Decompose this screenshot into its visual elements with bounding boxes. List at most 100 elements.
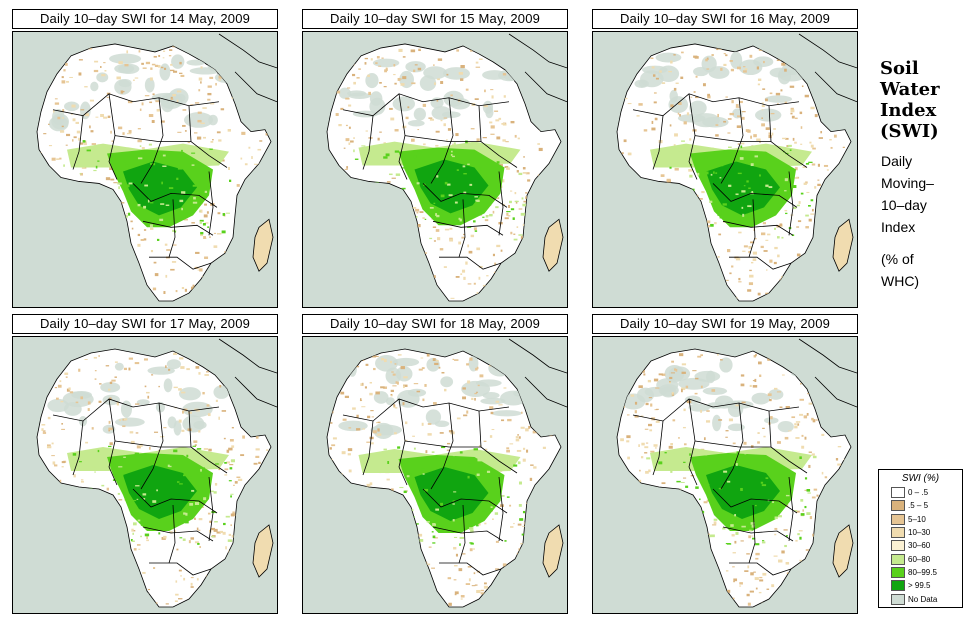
dry-soil-speck — [761, 123, 765, 127]
wet-soil-speck — [374, 525, 378, 527]
dry-soil-speck — [56, 600, 60, 604]
dry-soil-speck — [814, 64, 818, 66]
dry-soil-speck — [180, 575, 182, 577]
dry-soil-speck — [78, 72, 82, 76]
dry-soil-speck — [817, 163, 820, 167]
dry-soil-speck — [838, 409, 841, 411]
dry-soil-speck — [827, 421, 831, 424]
dry-soil-speck — [817, 183, 821, 187]
dry-soil-speck — [78, 547, 83, 550]
dry-soil-speck — [59, 157, 62, 160]
dry-soil-speck — [784, 101, 788, 104]
dry-soil-speck — [546, 182, 550, 184]
dry-soil-speck — [793, 604, 796, 607]
wet-soil-speck — [183, 512, 186, 515]
dry-soil-speck — [765, 292, 770, 295]
dry-soil-speck — [509, 596, 512, 600]
dry-soil-speck — [377, 137, 380, 141]
legend-swatch — [891, 500, 905, 512]
wet-soil-speck — [436, 214, 440, 218]
dry-soil-speck — [238, 54, 243, 57]
wet-soil-speck — [176, 481, 180, 483]
dry-soil-speck — [151, 120, 155, 123]
dry-soil-speck — [376, 56, 380, 59]
wet-soil-speck — [121, 459, 125, 461]
dry-soil-speck — [418, 246, 421, 249]
dry-soil-speck — [200, 81, 202, 84]
dry-soil-speck — [134, 362, 140, 365]
dry-soil-speck — [538, 270, 542, 273]
dry-soil-speck — [660, 240, 665, 244]
wet-soil-speck — [653, 189, 658, 191]
wet-soil-speck — [191, 489, 195, 492]
panel-title-4: Daily 10–day SWI for 17 May, 2009 — [12, 314, 278, 334]
wet-soil-speck — [139, 145, 142, 147]
dry-soil-speck — [426, 563, 431, 566]
dry-soil-speck — [231, 445, 235, 448]
dry-soil-speck — [101, 214, 106, 218]
dry-soil-speck — [212, 139, 214, 141]
dry-soil-speck — [794, 141, 797, 144]
wet-soil-speck — [189, 503, 194, 506]
dry-soil-speck — [533, 509, 538, 512]
dry-soil-speck — [779, 278, 782, 281]
dry-soil-speck — [670, 372, 675, 374]
wet-soil-speck — [441, 446, 446, 449]
wet-soil-speck — [68, 197, 72, 200]
dry-soil-speck — [352, 215, 356, 218]
dry-soil-speck — [700, 385, 703, 389]
dry-soil-speck — [223, 437, 226, 440]
wet-soil-speck — [683, 233, 687, 236]
dry-soil-speck — [665, 230, 668, 233]
dry-soil-speck — [510, 526, 514, 528]
wet-soil-speck — [214, 156, 219, 159]
dry-soil-speck — [455, 275, 460, 278]
wet-soil-speck — [513, 238, 518, 241]
wet-soil-speck — [143, 205, 147, 209]
country-border — [422, 488, 508, 514]
dry-soil-speck — [690, 96, 693, 98]
dry-soil-speck — [145, 605, 149, 607]
dry-soil-speck — [698, 587, 702, 591]
dry-soil-speck — [841, 100, 845, 104]
dry-soil-speck — [194, 102, 200, 104]
dry-soil-speck — [173, 352, 178, 356]
dry-soil-speck — [257, 148, 262, 151]
wet-soil-speck — [385, 153, 390, 157]
dry-soil-speck — [501, 354, 506, 357]
dry-soil-speck — [520, 56, 523, 58]
dry-soil-speck — [537, 143, 540, 145]
dry-soil-speck — [643, 181, 649, 184]
dry-soil-speck — [73, 136, 77, 139]
dry-soil-speck — [223, 354, 226, 357]
dry-soil-speck — [725, 54, 728, 57]
dry-soil-speck — [60, 400, 64, 403]
dry-soil-speck — [224, 468, 229, 471]
dry-soil-speck — [551, 179, 556, 182]
wet-soil-speck — [805, 214, 809, 217]
dry-soil-speck — [422, 398, 425, 402]
index-title-line-3: Index — [880, 100, 937, 121]
dry-soil-speck — [436, 596, 441, 599]
dry-soil-speck — [707, 95, 711, 99]
dry-soil-speck — [454, 564, 458, 567]
dry-soil-speck — [673, 87, 677, 91]
dry-soil-speck — [465, 261, 468, 265]
dry-soil-speck — [391, 238, 394, 241]
dry-soil-speck — [87, 401, 91, 405]
dry-soil-speck — [621, 152, 624, 155]
dry-soil-speck — [363, 188, 367, 192]
dry-soil-speck — [266, 218, 269, 220]
wet-soil-speck — [490, 506, 493, 509]
dry-soil-speck — [373, 367, 376, 371]
dry-soil-speck — [799, 413, 804, 416]
dry-soil-speck — [514, 359, 518, 363]
dry-soil-speck — [654, 447, 657, 449]
dry-soil-speck — [49, 184, 52, 187]
dry-soil-speck — [408, 220, 413, 224]
wet-soil-speck — [213, 491, 217, 494]
dry-soil-speck — [242, 534, 245, 538]
wet-soil-speck — [200, 468, 202, 472]
dry-soil-speck — [449, 227, 453, 230]
dry-soil-speck — [648, 397, 653, 399]
